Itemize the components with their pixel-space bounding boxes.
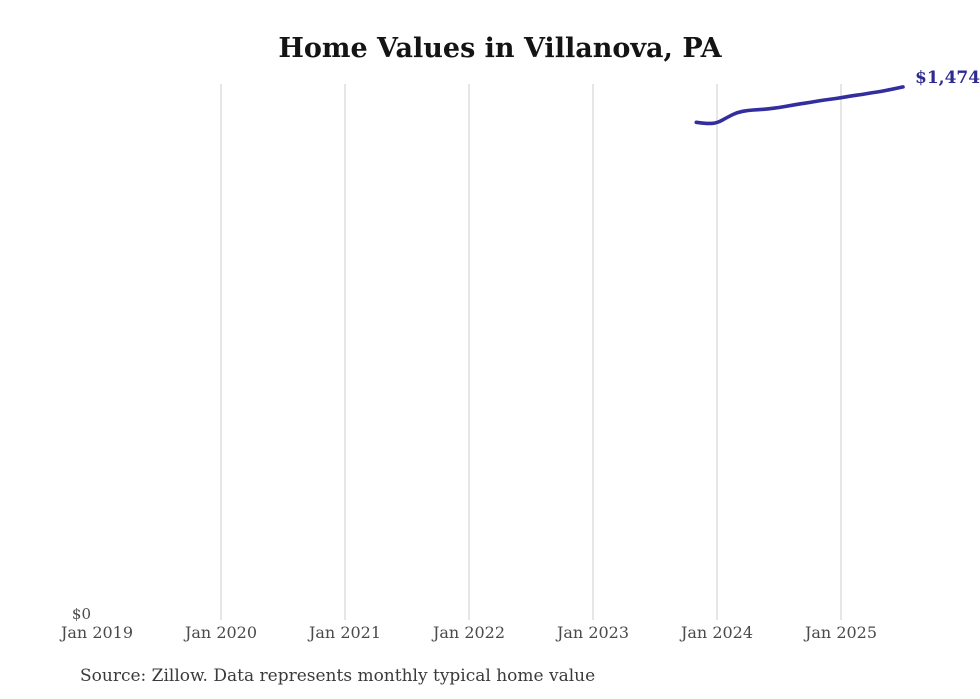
source-note: Source: Zillow. Data represents monthly … — [80, 666, 596, 686]
x-tick-label: Jan 2023 — [556, 623, 630, 642]
home-value-line — [694, 85, 905, 126]
x-tick-label: Jan 2025 — [804, 623, 878, 642]
x-tick-label: Jan 2022 — [432, 623, 506, 642]
x-tick-label: Jan 2024 — [680, 623, 754, 642]
x-tick-label: Jan 2020 — [184, 623, 258, 642]
x-tick-label: Jan 2021 — [308, 623, 382, 642]
y-axis-zero-label: $0 — [71, 605, 91, 623]
gridlines-group — [220, 84, 842, 620]
chart-title: Home Values in Villanova, PA — [278, 33, 722, 64]
x-tick-label: Jan 2019 — [60, 623, 134, 642]
latest-value-label: $1,474, — [915, 68, 980, 88]
